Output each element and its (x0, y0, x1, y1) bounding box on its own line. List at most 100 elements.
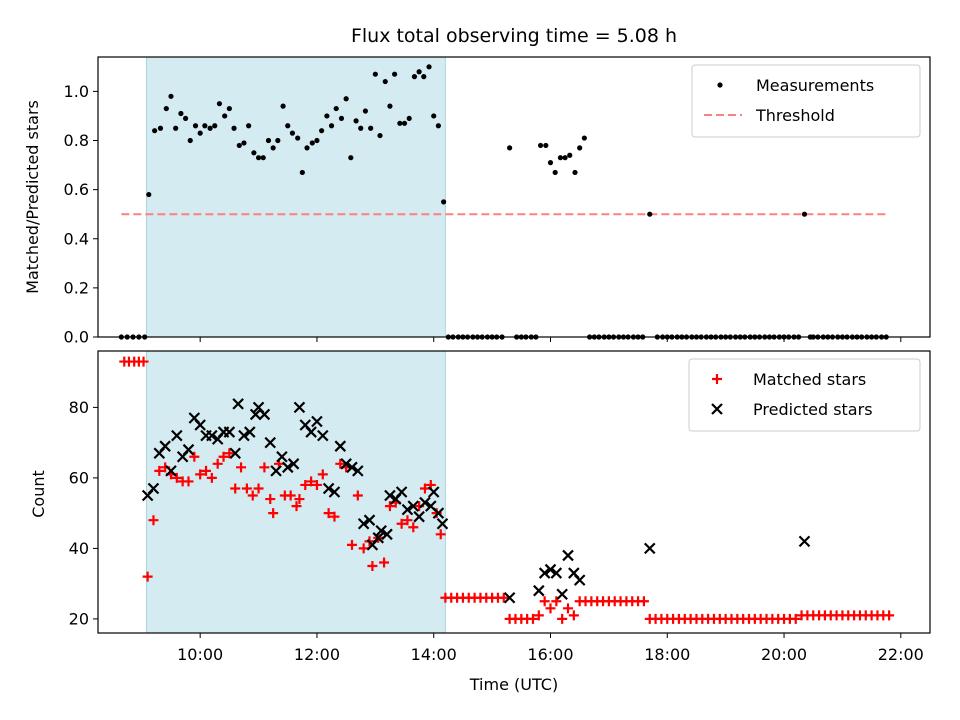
data-point (183, 476, 194, 487)
data-point (142, 571, 153, 582)
data-point (291, 501, 302, 512)
data-point (402, 515, 413, 526)
chart-title: Flux total observing time = 5.08 h (351, 25, 677, 47)
data-point (255, 155, 262, 161)
legend-label: Matched stars (753, 370, 866, 389)
data-point (157, 125, 164, 131)
data-point (411, 74, 418, 80)
data-point (304, 145, 310, 151)
bottom-panel: 20 40 60 80 10:00 12:00 14:00 16:00 18:00 20:00 22… (69, 350, 931, 664)
data-point (334, 440, 347, 452)
x-tick-label: 18:00 (644, 645, 690, 664)
data-point (431, 113, 437, 119)
data-point (295, 135, 301, 141)
data-point (556, 588, 568, 601)
y-tick-label: 80 (69, 398, 89, 417)
x-tick-label: 10:00 (177, 645, 223, 664)
data-point (573, 574, 586, 586)
data-point (241, 140, 247, 146)
data-point (372, 532, 385, 544)
data-point (343, 96, 349, 102)
data-point (319, 128, 325, 134)
data-point (154, 465, 165, 476)
data-point (552, 169, 558, 176)
data-point (197, 130, 203, 136)
data-point (538, 567, 551, 579)
axes-frame (97, 350, 931, 634)
data-point (367, 561, 378, 572)
data-point (265, 494, 276, 505)
data-point (801, 211, 808, 217)
data-point (236, 142, 242, 149)
data-point (381, 528, 393, 541)
data-point (182, 443, 195, 456)
axes-frame (97, 56, 931, 338)
y-tick-label: 20 (69, 609, 89, 628)
data-point (293, 401, 306, 414)
data-point (259, 462, 270, 473)
data-point (432, 507, 445, 519)
data-point (397, 120, 403, 126)
data-point (647, 211, 653, 217)
x-tick-label: 14:00 (411, 645, 457, 664)
data-point (241, 483, 252, 494)
data-point (300, 479, 311, 490)
data-point (884, 610, 895, 621)
data-point (168, 93, 174, 99)
data-point (260, 155, 266, 161)
data-point (246, 123, 252, 129)
data-point (340, 458, 352, 470)
data-point (384, 489, 396, 502)
data-point (435, 529, 446, 540)
data-point (543, 142, 549, 149)
data-point (226, 105, 232, 112)
data-point (249, 408, 262, 421)
legend-marker (711, 403, 723, 415)
top-panel: 0.0 0.2 0.4 0.6 0.8 1.0 Measurements Threshold (64, 56, 931, 347)
data-point (247, 490, 258, 501)
data-point (551, 596, 562, 607)
data-point (416, 69, 422, 75)
data-point (223, 426, 236, 438)
data-point (201, 465, 212, 476)
data-point (406, 115, 412, 122)
y-tick-label: 0.8 (64, 131, 89, 150)
data-point (182, 115, 189, 122)
data-point (212, 123, 218, 129)
data-point (328, 486, 341, 498)
data-point (557, 155, 564, 161)
data-point (244, 426, 256, 438)
y-tick-label: 40 (69, 539, 89, 558)
data-point (581, 135, 587, 141)
legend: Measurements Threshold (691, 64, 921, 138)
data-point (431, 508, 442, 519)
data-point (305, 426, 317, 438)
data-point (557, 613, 568, 624)
data-point (375, 524, 387, 537)
data-point (306, 476, 317, 487)
data-point (230, 483, 241, 494)
data-point (335, 458, 346, 469)
data-point (171, 472, 182, 483)
data-point (798, 535, 811, 548)
data-point (309, 140, 315, 146)
data-point (333, 105, 339, 112)
data-point (392, 71, 398, 77)
data-point (568, 610, 579, 621)
data-point (171, 429, 183, 442)
data-point (289, 130, 296, 136)
data-point (435, 123, 441, 129)
x-axis-label: Time (UTC) (469, 675, 558, 694)
shaded-interval (145, 56, 446, 338)
data-point (407, 500, 420, 512)
data-point (280, 103, 286, 109)
data-point (362, 108, 369, 114)
data-point (207, 125, 213, 131)
data-point (314, 137, 320, 144)
legend: Matched stars Predicted stars (688, 358, 921, 432)
data-point (550, 567, 563, 579)
data-point (503, 591, 516, 604)
legend-marker (712, 374, 722, 384)
data-point (229, 447, 241, 460)
data-point (419, 483, 430, 494)
